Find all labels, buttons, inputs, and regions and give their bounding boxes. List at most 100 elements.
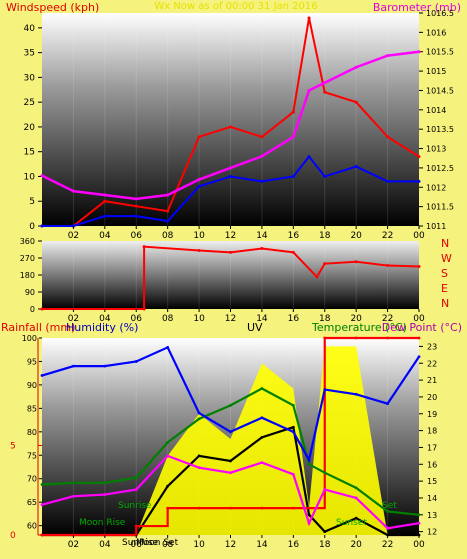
data-point [40,224,44,228]
humidity-axis-title: Humidity (%) [66,321,138,334]
data-point [142,307,146,311]
direction-tick-label: 270 [20,254,35,263]
humidity-tick-label: 95 [27,357,37,366]
data-point [260,179,264,183]
data-point [197,411,201,415]
windspeed-tick-label: 35 [24,49,35,59]
direction-tick-label: 360 [20,237,35,246]
humidity-tick-label: 75 [27,451,37,460]
data-point [229,174,232,178]
x-tick-label: 02 [68,540,79,550]
x-tick-label: 06 [131,231,143,241]
x-tick-label: 14 [256,540,268,550]
data-point [354,486,358,490]
x-tick-label: 00 [413,540,425,550]
data-point [386,510,389,513]
barometer-tick-label: 1013.5 [426,125,454,134]
temperature-axis: 12 13 14 15 16 17 18 19 20 21 22 23 [419,342,437,537]
compass-label: N [441,297,449,310]
data-point [103,214,107,218]
x-tick-label: 22 [382,231,393,241]
data-point [354,165,358,169]
data-point [134,197,138,201]
panel2-series [40,245,421,311]
data-point [323,174,327,178]
x-tick-label: 16 [288,540,300,550]
barometer-tick-label: 1014.5 [426,86,454,95]
data-point [291,110,295,114]
data-point [354,260,358,264]
data-point [291,425,295,429]
data-point [417,521,421,525]
chart-title: Wx Now as of 00:00 31 Jan 2016 [154,1,317,12]
windspeed-tick-label: 25 [24,98,35,108]
data-point [291,174,295,178]
windspeed-tick-label: 10 [24,172,36,182]
data-point [197,135,201,139]
x-tick-label: 12 [225,314,236,324]
barometer-tick-label: 1015 [426,67,446,76]
data-point [354,392,358,396]
direction-tick-label: 90 [25,288,35,297]
data-point [260,416,264,420]
data-point [197,417,201,421]
data-point [417,336,421,340]
data-point [134,476,138,480]
rainfall-tick-label: 5 [10,441,16,451]
x-tick-label: 04 [99,314,111,324]
windspeed-tick-label: 0 [29,222,35,232]
data-point [134,488,138,491]
compass-label: E [441,282,448,295]
humidity-tick-label: 65 [27,498,37,507]
rainfall-axis: 05 [10,338,42,541]
data-point [354,65,358,69]
x-tick-label: 06 [131,540,143,550]
data-point [323,90,327,94]
dewpoint-axis-title: Dew Point (°C) [382,321,462,334]
barometer-tick-label: 1016 [426,28,446,37]
data-point [229,125,232,129]
x-tick-label: 22 [382,314,393,324]
windspeed-tick-label: 20 [24,123,36,133]
panel1-x-axis: 02 04 06 08 10 12 14 16 18 20 22 00 [68,226,425,241]
data-point [417,155,421,159]
panel1-series [40,16,421,228]
x-tick-label: 16 [288,314,300,324]
panel2-gridlines [72,241,389,309]
x-tick-label: 02 [68,231,79,241]
data-point [72,494,75,498]
windspeed-tick-label: 30 [24,73,36,83]
humidity-tick-label: 100 [22,334,37,343]
data-point [307,506,311,510]
series-average-line [42,155,419,227]
x-tick-label: 08 [162,231,174,241]
series-dew-point-line [41,454,420,530]
data-point [166,345,170,349]
data-point [197,454,201,458]
x-tick-label: 00 [413,231,425,241]
moon-set-label: Set [382,501,397,511]
data-point [260,435,264,439]
panel3-series [40,336,421,537]
data-point [103,493,107,496]
x-tick-label: 00 [413,314,425,324]
data-point [166,454,170,458]
data-point [307,458,311,462]
data-point [386,135,390,139]
x-tick-label: 18 [319,540,331,550]
x-tick-label: 14 [256,231,268,241]
data-point [323,530,327,534]
data-point [166,440,170,444]
data-point [72,364,75,368]
compass-label: S [441,267,448,280]
x-tick-label: 10 [193,314,205,324]
data-point [229,250,232,254]
moon-rise-label: Moon Rise [79,518,126,528]
x-tick-label: 18 [319,231,331,241]
data-point [291,430,295,434]
data-point [40,374,44,377]
barometer-tick-label: 1013 [426,145,446,154]
temperature-tick-label: 20 [427,393,437,402]
data-point [386,526,389,530]
